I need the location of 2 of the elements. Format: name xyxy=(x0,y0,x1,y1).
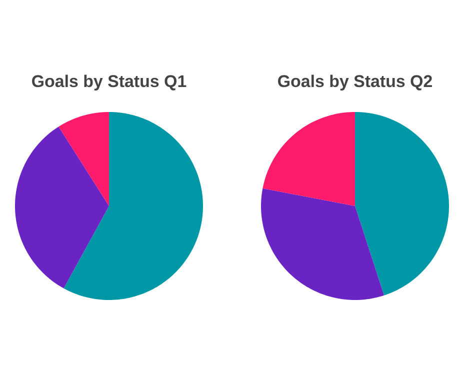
chart-title: Goals by Status Q1 xyxy=(32,74,186,90)
chart-title: Goals by Status Q2 xyxy=(278,74,432,90)
